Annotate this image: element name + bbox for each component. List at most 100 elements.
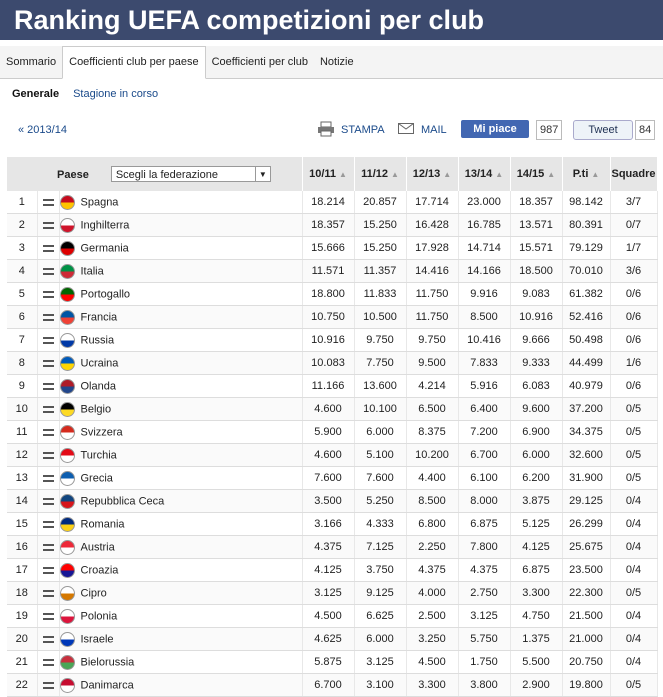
score: 4.214 (406, 374, 459, 398)
country-name[interactable]: Croazia (80, 563, 119, 576)
country-name[interactable]: Portogallo (80, 287, 131, 300)
score: 14.714 (458, 236, 511, 260)
column-header-text: P.ti (572, 168, 589, 180)
score: 0/4 (610, 650, 658, 674)
row-menu-icon[interactable] (42, 405, 54, 413)
country-name[interactable]: Germania (80, 241, 129, 254)
rank: 20 (7, 627, 38, 651)
score: 20.750 (562, 650, 611, 674)
score: 6.700 (458, 443, 511, 467)
country-name[interactable]: Russia (80, 333, 115, 346)
row-menu-icon[interactable] (42, 566, 54, 574)
flag (59, 401, 75, 417)
score: 10.916 (302, 328, 355, 352)
score: 8.500 (406, 489, 459, 513)
row-menu-icon[interactable] (42, 474, 54, 482)
subtab[interactable]: Stagione in corso (73, 88, 159, 100)
column-header[interactable]: 12/13 ▲ (406, 157, 459, 191)
row-menu-icon[interactable] (42, 244, 54, 252)
tab[interactable]: Sommario (6, 56, 57, 68)
row-menu-icon[interactable] (42, 198, 54, 206)
score: 6.800 (406, 512, 459, 536)
row-menu-icon[interactable] (42, 221, 54, 229)
row-menu-icon[interactable] (42, 451, 54, 459)
tab[interactable]: Coefficienti per club (211, 56, 308, 68)
table-row: 15 Romania 3.166 4.333 6.800 6.875 5.125 26.299… (7, 512, 658, 536)
tab[interactable]: Notizie (319, 56, 354, 68)
score: 0/5 (610, 443, 658, 467)
score: 9.750 (354, 328, 407, 352)
country-name[interactable]: Danimarca (80, 678, 134, 691)
country-name[interactable]: Ucraina (80, 356, 119, 369)
sort-arrow: ▲ (443, 170, 452, 179)
score: 44.499 (562, 351, 611, 375)
federation-select-text: Scegli la federazione (115, 169, 218, 181)
column-header[interactable]: 10/11 ▲ (302, 157, 355, 191)
country-name[interactable]: Svizzera (80, 425, 123, 438)
row-menu-icon[interactable] (42, 359, 54, 367)
score: 3.100 (354, 673, 407, 697)
row-menu-icon[interactable] (42, 658, 54, 666)
country-cell: Romania (59, 512, 303, 536)
federation-select[interactable]: Scegli la federazione ▼ (110, 166, 271, 182)
tab[interactable]: Coefficienti club per paese (62, 46, 206, 79)
row-menu-icon[interactable] (42, 336, 54, 344)
score: 6.200 (510, 466, 563, 490)
country-name[interactable]: Spagna (80, 195, 119, 208)
like-button[interactable]: Mi piace (461, 120, 529, 138)
tweet-button[interactable]: Tweet (573, 120, 633, 140)
tweet-count: 84 (635, 120, 656, 140)
print-link[interactable]: STAMPA (341, 124, 385, 136)
row-menu-icon[interactable] (42, 382, 54, 390)
score: 18.800 (302, 282, 355, 306)
row-menu-icon[interactable] (42, 543, 54, 551)
row-menu-icon[interactable] (42, 497, 54, 505)
column-header[interactable]: 11/12 ▲ (354, 157, 407, 191)
country-name[interactable]: Repubblica Ceca (80, 494, 165, 507)
country-name[interactable]: Romania (80, 517, 125, 530)
country-cell: Grecia (59, 466, 303, 490)
column-header-text: 10/11 (309, 168, 336, 180)
country-name[interactable]: Grecia (80, 471, 113, 484)
subtab[interactable]: Generale (12, 88, 60, 100)
country-cell: Bielorussia (59, 650, 303, 674)
mail-link[interactable]: MAIL (421, 124, 447, 136)
ranking-table: Paese Scegli la federazione ▼ 10/11 ▲ 11/12 ▲… (7, 157, 658, 697)
country-name[interactable]: Francia (80, 310, 118, 323)
row-menu-icon[interactable] (42, 589, 54, 597)
country-name[interactable]: Polonia (80, 609, 118, 622)
column-header[interactable]: 13/14 ▲ (458, 157, 511, 191)
row-menu-icon[interactable] (42, 267, 54, 275)
country-name[interactable]: Belgio (80, 402, 112, 415)
row-menu-icon[interactable] (42, 313, 54, 321)
country-name[interactable]: Turchia (80, 448, 117, 461)
column-header[interactable]: P.ti ▲ (562, 157, 611, 191)
score: 7.125 (354, 535, 407, 559)
country-cell: Polonia (59, 604, 303, 628)
table-row: 10 Belgio 4.600 10.100 6.500 6.400 9.600 37.200… (7, 397, 658, 421)
column-header[interactable]: Squadre (610, 157, 658, 191)
flag (59, 355, 75, 371)
country-name[interactable]: Israele (80, 632, 114, 645)
country-name[interactable]: Italia (80, 264, 104, 277)
row-menu-icon[interactable] (42, 520, 54, 528)
row-menu-icon[interactable] (42, 681, 54, 689)
table-row: 4 Italia 11.571 11.357 14.416 14.166 18.500 70.… (7, 259, 658, 283)
row-menu-icon[interactable] (42, 612, 54, 620)
country-name[interactable]: Austria (80, 540, 115, 553)
country-name[interactable]: Inghilterra (80, 218, 130, 231)
row-menu-icon[interactable] (42, 635, 54, 643)
score: 7.833 (458, 351, 511, 375)
row-menu-cell (37, 535, 60, 559)
flag (59, 424, 75, 440)
score: 10.200 (406, 443, 459, 467)
country-name[interactable]: Bielorussia (80, 655, 135, 668)
column-header[interactable]: 14/15 ▲ (510, 157, 563, 191)
country-name[interactable]: Cipro (80, 586, 107, 599)
previous-season-link[interactable]: « 2013/14 (18, 124, 67, 136)
rank: 7 (7, 328, 38, 352)
row-menu-icon[interactable] (42, 428, 54, 436)
country-name[interactable]: Olanda (80, 379, 116, 392)
score: 17.928 (406, 236, 459, 260)
row-menu-icon[interactable] (42, 290, 54, 298)
